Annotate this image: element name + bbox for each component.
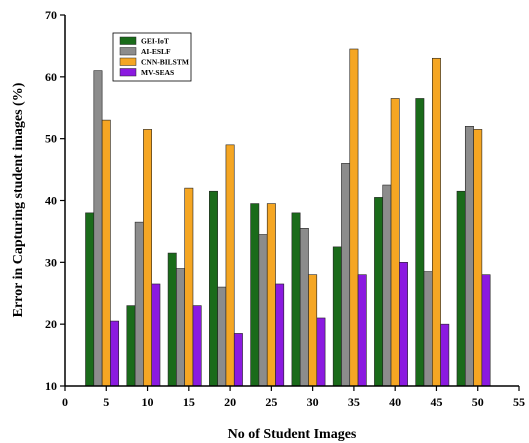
bar-mv-seas-30 (316, 317, 326, 387)
bar-cnn-bilstm-5 (101, 119, 111, 387)
x-tick-label: 45 (430, 395, 442, 409)
y-tick-label: 50 (45, 132, 57, 146)
y-ticks-group: 10 20 30 40 50 60 70 (45, 8, 65, 393)
bar-cnn-bilstm-25 (266, 203, 276, 387)
bar-gei-iot-35 (332, 246, 342, 387)
x-axis-title: No of Student Images (228, 427, 357, 442)
bar-cnn-bilstm-50 (473, 129, 483, 387)
x-tick-label: 30 (307, 395, 319, 409)
bar-ai-eslf-25 (258, 234, 268, 387)
bar-mv-seas-5 (110, 320, 120, 387)
legend-label-ai-eslf: AI-ESLF (141, 47, 171, 56)
bar-ai-eslf-5 (93, 70, 103, 387)
bar-gei-iot-5 (85, 212, 95, 387)
bar-ai-eslf-15 (176, 268, 185, 387)
x-tick-label: 0 (62, 395, 68, 409)
bar-ai-eslf-40 (382, 184, 392, 387)
bar-mv-seas-15 (192, 305, 202, 387)
bar-cnn-bilstm-30 (308, 274, 318, 387)
x-tick-label: 10 (142, 395, 154, 409)
legend-swatch-cnn-bilstm (119, 57, 137, 66)
bar-mv-seas-35 (357, 274, 367, 387)
bar-ai-eslf-35 (341, 163, 351, 387)
y-tick-label: 30 (45, 255, 57, 269)
bar-cnn-bilstm-40 (390, 98, 400, 387)
legend-label-cnn-bilstm: CNN-BILSTM (141, 58, 189, 67)
bar-ai-eslf-45 (423, 271, 433, 387)
legend-label-mv-seas: MV-SEAS (141, 68, 174, 77)
bar-gei-iot-45 (415, 98, 425, 387)
y-tick-label: 10 (45, 379, 57, 393)
x-tick-label: 50 (472, 395, 484, 409)
bar-gei-iot-20 (209, 190, 218, 387)
x-ticks-group: 0 5 10 15 20 25 30 35 40 45 50 55 (62, 386, 525, 409)
x-tick-label: 25 (265, 395, 277, 409)
y-tick-label: 70 (45, 8, 57, 22)
bar-cnn-bilstm-10 (143, 129, 152, 387)
x-tick-label: 15 (183, 395, 195, 409)
bar-gei-iot-40 (374, 197, 384, 387)
bar-ai-eslf-30 (299, 228, 309, 387)
bar-gei-iot-15 (167, 252, 177, 387)
legend-label-gei-iot: GEI-IoT (141, 37, 169, 46)
bar-mv-seas-25 (275, 283, 285, 387)
y-tick-label: 60 (45, 70, 57, 84)
legend-swatch-ai-eslf (119, 47, 137, 56)
bar-gei-iot-50 (456, 190, 466, 387)
bar-gei-iot-25 (250, 203, 260, 387)
bar-gei-iot-10 (126, 305, 136, 387)
bar-mv-seas-10 (151, 283, 161, 387)
bar-mv-seas-40 (399, 262, 408, 387)
bar-cnn-bilstm-20 (225, 144, 235, 387)
legend-swatch-gei-iot (119, 36, 137, 45)
legend-swatch-mv-seas (119, 68, 137, 77)
bar-gei-iot-30 (291, 212, 301, 387)
bar-ai-eslf-10 (134, 221, 144, 387)
bar-cnn-bilstm-15 (184, 187, 194, 387)
y-tick-label: 20 (45, 317, 57, 331)
bar-ai-eslf-50 (464, 126, 474, 387)
bars-group (85, 48, 491, 387)
x-tick-label: 35 (348, 395, 360, 409)
bar-ai-eslf-20 (217, 286, 227, 387)
bar-mv-seas-20 (233, 333, 243, 387)
bar-cnn-bilstm-35 (349, 48, 359, 387)
x-tick-label: 40 (389, 395, 401, 409)
bar-mv-seas-50 (481, 274, 491, 387)
bar-mv-seas-45 (440, 323, 450, 387)
x-tick-label: 5 (103, 395, 109, 409)
x-tick-label: 20 (224, 395, 236, 409)
y-tick-label: 40 (45, 194, 57, 208)
x-tick-label: 55 (513, 395, 525, 409)
y-axis-title: Error in Capturing student images (%) (11, 82, 26, 317)
bar-cnn-bilstm-45 (431, 57, 441, 387)
